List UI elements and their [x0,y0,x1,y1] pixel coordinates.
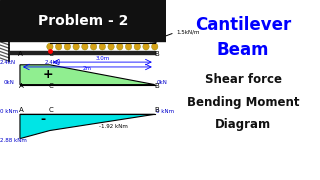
Text: B: B [154,51,159,57]
Text: 0 kNm: 0 kNm [0,109,18,114]
Text: 3.0m: 3.0m [95,56,109,61]
Text: Diagram: Diagram [215,118,271,131]
Text: C: C [49,107,54,114]
Text: 1.5kN/m: 1.5kN/m [176,29,200,34]
Circle shape [152,43,158,50]
Text: -: - [41,113,46,126]
Text: Shear force: Shear force [205,73,282,86]
Text: C: C [49,83,54,89]
Text: A: A [19,107,24,114]
Text: Problem - 2: Problem - 2 [38,14,128,28]
Text: 2.4kN: 2.4kN [0,60,16,65]
Text: Beam: Beam [217,41,269,59]
Polygon shape [20,114,155,139]
Text: 0kN: 0kN [3,80,14,85]
Circle shape [108,43,114,50]
Circle shape [117,43,123,50]
Text: C: C [49,51,54,57]
Circle shape [82,43,88,50]
Text: A: A [18,51,23,57]
Polygon shape [20,65,155,85]
Circle shape [91,43,97,50]
Bar [9,51,155,54]
Circle shape [143,43,149,50]
Bar [0,0,166,41]
Text: A: A [19,83,24,89]
Circle shape [55,43,62,50]
Text: -1.92 kNm: -1.92 kNm [99,124,128,129]
Text: B: B [154,107,159,114]
Circle shape [64,43,70,50]
Text: +: + [43,68,53,81]
Text: 0 kNm: 0 kNm [156,109,174,114]
Text: B: B [154,83,159,89]
Text: 2.4kN: 2.4kN [45,60,61,65]
Text: 2m: 2m [83,66,92,71]
Circle shape [73,43,79,50]
Text: -2.88 kNm: -2.88 kNm [0,138,27,143]
Circle shape [99,43,106,50]
Circle shape [134,43,140,50]
Circle shape [47,43,53,50]
Text: Bending Moment: Bending Moment [187,96,300,109]
Text: 0kN: 0kN [156,80,167,85]
Text: Cantilever: Cantilever [195,16,291,34]
Circle shape [125,43,132,50]
